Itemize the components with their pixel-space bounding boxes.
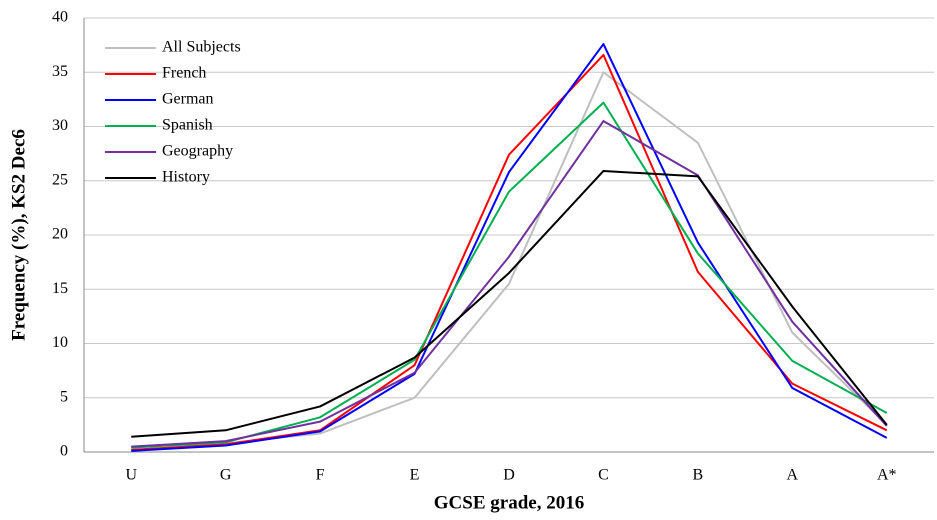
x-tick-label: B <box>693 467 704 484</box>
y-tick-label: 20 <box>52 226 68 243</box>
legend-label: French <box>162 65 206 82</box>
x-tick-label: A <box>787 467 799 484</box>
y-tick-label: 5 <box>60 388 68 405</box>
y-tick-label: 0 <box>60 443 68 460</box>
series-line <box>131 43 888 452</box>
y-tick-label: 15 <box>52 280 68 297</box>
legend-label: All Subjects <box>162 39 241 56</box>
y-tick-label: 35 <box>52 63 68 80</box>
legend-label: Geography <box>162 143 233 160</box>
legend-label: History <box>162 169 210 186</box>
series-line <box>131 169 888 438</box>
x-tick-label: E <box>410 467 420 484</box>
y-tick-label: 10 <box>52 334 68 351</box>
y-tick-label: 25 <box>52 171 68 188</box>
series-line <box>131 53 888 451</box>
y-tick-label: 30 <box>52 117 68 134</box>
x-tick-label: G <box>220 467 232 484</box>
x-tick-label: U <box>125 467 137 484</box>
x-tick-label: D <box>503 467 515 484</box>
x-axis-title: GCSE grade, 2016 <box>434 492 584 513</box>
y-axis-title: Frequency (%), KS2 Dec6 <box>8 129 29 341</box>
series-line <box>131 71 888 448</box>
legend-label: German <box>162 91 214 108</box>
legend-label: Spanish <box>162 117 213 134</box>
x-tick-label: C <box>598 467 609 484</box>
x-tick-label: F <box>316 467 325 484</box>
y-tick-label: 40 <box>52 9 68 26</box>
x-tick-label: A* <box>877 467 897 484</box>
series-line <box>131 120 888 448</box>
